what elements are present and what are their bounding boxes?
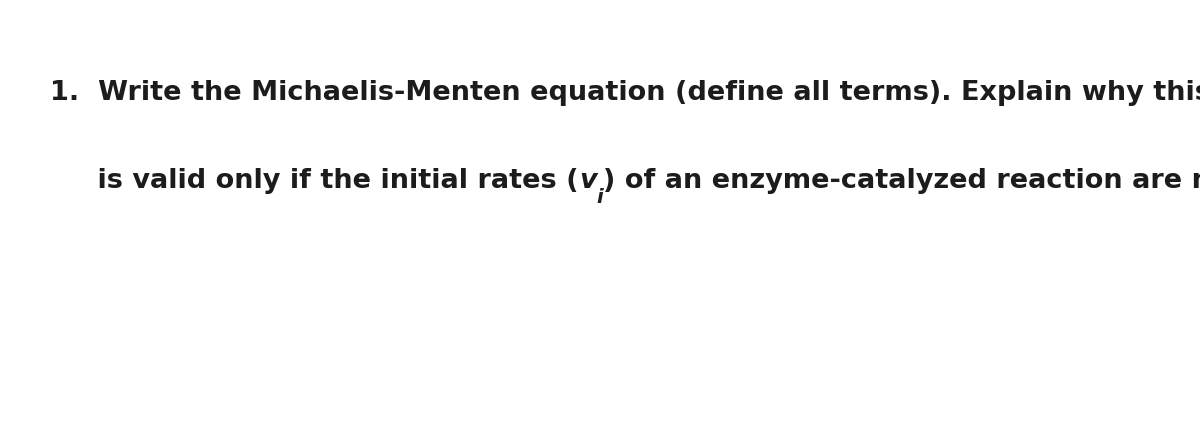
Text: ) of an enzyme-catalyzed reaction are measured.: ) of an enzyme-catalyzed reaction are me… — [604, 168, 1200, 194]
Text: i: i — [596, 188, 604, 207]
Text: is valid only if the initial rates (: is valid only if the initial rates ( — [50, 168, 580, 194]
Text: 1.  Write the Michaelis-Menten equation (define all terms). Explain why this equ: 1. Write the Michaelis-Menten equation (… — [50, 80, 1200, 106]
Text: v: v — [580, 168, 596, 194]
